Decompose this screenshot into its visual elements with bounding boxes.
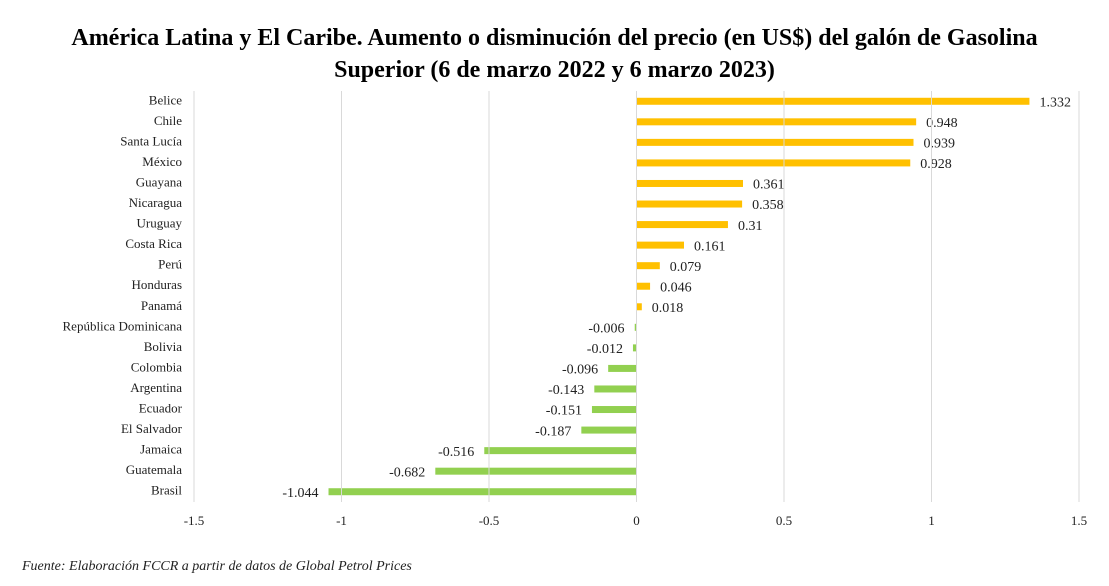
y-tick-label: Belice: [149, 92, 182, 107]
bar: [581, 426, 637, 434]
y-tick-label: Guatemala: [126, 462, 183, 477]
y-tick-label: Brasil: [151, 483, 182, 498]
value-label: -0.151: [546, 404, 582, 419]
bar: [594, 385, 637, 393]
bar: [636, 200, 743, 208]
value-label: -0.143: [548, 383, 584, 398]
bar: [636, 97, 1030, 105]
bar: [484, 447, 637, 455]
value-label: -0.096: [562, 363, 598, 378]
value-label: -0.006: [588, 322, 624, 337]
chart-title: América Latina y El Caribe. Aumento o di…: [71, 25, 1038, 83]
bar: [636, 262, 660, 270]
y-tick-label: Chile: [154, 113, 182, 128]
bar: [636, 303, 642, 311]
value-label: 0.358: [752, 198, 784, 213]
bar: [636, 138, 914, 146]
y-tick-label: Ecuador: [139, 401, 183, 416]
bar: [591, 406, 637, 414]
value-label: 0.361: [753, 178, 785, 193]
y-tick-label: El Salvador: [121, 421, 183, 436]
y-tick-label: Perú: [158, 257, 182, 272]
bar: [632, 344, 637, 352]
y-tick-label: Guayana: [136, 174, 182, 189]
x-tick-label: -1.5: [184, 513, 205, 528]
source-note: Fuente: Elaboración FCCR a partir de dat…: [21, 559, 412, 574]
y-tick-label: Colombia: [131, 359, 183, 374]
bar: [636, 241, 684, 249]
bar: [435, 467, 637, 475]
value-label: 0.046: [660, 280, 692, 295]
x-tick-label: 0.5: [776, 513, 792, 528]
y-tick-label: Argentina: [130, 380, 182, 395]
y-tick-label: México: [142, 154, 182, 169]
y-tick-label: Uruguay: [137, 216, 183, 231]
value-label: -0.012: [587, 342, 623, 357]
bar: [608, 364, 637, 372]
y-tick-label: Jamaica: [140, 442, 182, 457]
value-label: 0.018: [652, 301, 684, 316]
value-label: 0.161: [694, 239, 726, 254]
value-label: 0.31: [738, 219, 763, 234]
y-tick-label: Panamá: [141, 298, 182, 313]
x-tick-label: -1: [336, 513, 347, 528]
x-tick-label: -0.5: [479, 513, 500, 528]
value-label: -0.516: [438, 445, 474, 460]
value-label: -0.187: [535, 424, 571, 439]
bar: [328, 488, 637, 496]
value-label: 0.948: [926, 116, 958, 131]
bar: [634, 323, 637, 331]
y-tick-label: República Dominicana: [63, 318, 183, 333]
x-tick-label: 1: [928, 513, 935, 528]
bar: [636, 179, 743, 187]
y-tick-label: Costa Rica: [125, 236, 182, 251]
value-label: -0.682: [389, 465, 425, 480]
y-tick-label: Nicaragua: [129, 195, 183, 210]
value-label: 0.928: [920, 157, 952, 172]
bar: [636, 118, 917, 126]
value-label: 1.332: [1039, 95, 1071, 110]
value-label: 0.939: [924, 137, 956, 152]
y-tick-label: Bolivia: [144, 339, 183, 354]
x-tick-label: 1.5: [1071, 513, 1087, 528]
bar: [636, 159, 911, 167]
x-tick-label: 0: [633, 513, 640, 528]
y-tick-label: Honduras: [131, 277, 182, 292]
bar: [636, 282, 651, 290]
bar: [636, 221, 728, 229]
value-label: -1.044: [282, 486, 318, 501]
value-label: 0.079: [670, 260, 702, 275]
y-tick-label: Santa Lucía: [120, 133, 182, 148]
